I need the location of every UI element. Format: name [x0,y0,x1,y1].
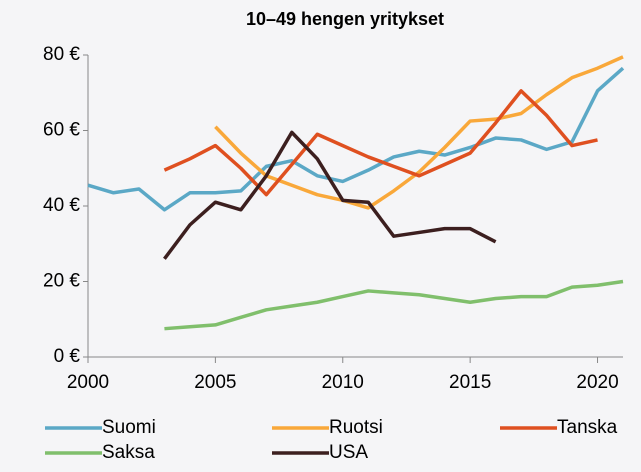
y-tick-label: 20 € [43,271,80,292]
line-series [163,130,497,260]
line-series [87,66,625,212]
x-tick-label: 2005 [194,372,236,393]
legend-label: Suomi [102,417,156,438]
legend-label: Ruotsi [329,417,383,438]
y-tick-label: 40 € [43,195,80,216]
chart-title: 10–49 hengen yritykset [246,9,444,29]
legend-label: Tanska [557,417,618,438]
x-tick-label: 2020 [576,372,618,393]
line-series [214,55,624,210]
legend-label: USA [329,442,368,463]
x-tick-label: 2000 [67,372,109,393]
y-tick-label: 0 € [54,346,81,367]
y-tick-label: 60 € [43,120,80,141]
y-tick-label: 80 € [43,44,80,65]
x-tick-label: 2010 [322,372,364,393]
line-series [163,89,598,197]
line-series [164,279,624,331]
x-tick-label: 2015 [449,372,491,393]
legend-label: Saksa [102,442,155,463]
